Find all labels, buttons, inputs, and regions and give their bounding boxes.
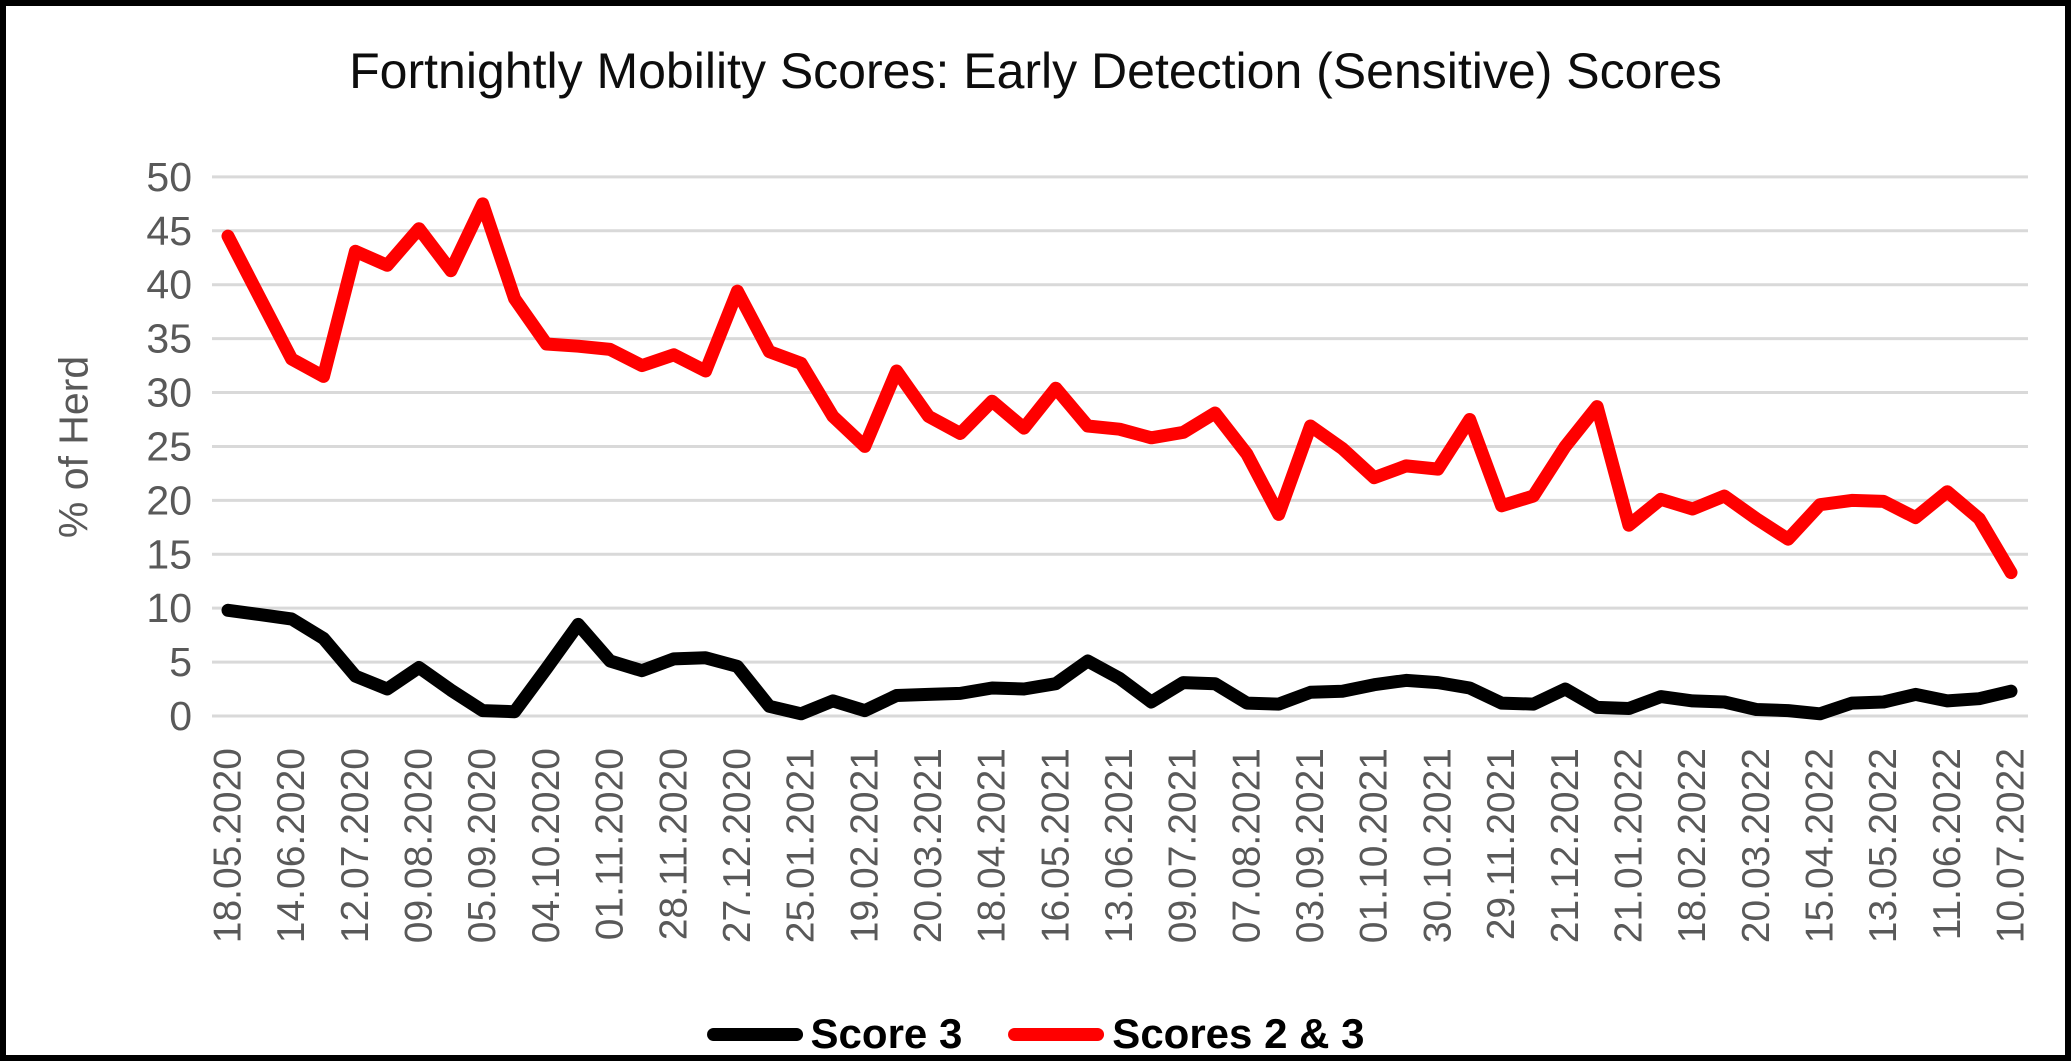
x-tick-label-12.07.2020: 12.07.2020 bbox=[334, 748, 377, 943]
x-tick-label-15.04.2022: 15.04.2022 bbox=[1798, 748, 1841, 943]
x-tick-label-10.07.2022: 10.07.2022 bbox=[1990, 748, 2033, 943]
x-tick-label-18.04.2021: 18.04.2021 bbox=[971, 748, 1014, 943]
y-tick-label-30: 30 bbox=[146, 370, 192, 416]
y-tick-label-40: 40 bbox=[146, 262, 192, 308]
line-chart-plot-area: 0 5 10 15 20 25 30 35 40 45 50 18.05.2020 14.06.2020… bbox=[146, 154, 2033, 943]
y-tick-label-15: 15 bbox=[146, 531, 192, 577]
score-3-line-swatch bbox=[706, 1027, 803, 1041]
y-tick-label-25: 25 bbox=[146, 423, 192, 469]
x-tick-label-16.05.2021: 16.05.2021 bbox=[1034, 748, 1077, 943]
series-line-scores-2-3 bbox=[221, 197, 2018, 580]
y-tick-label-45: 45 bbox=[146, 208, 192, 254]
series-line-score-3 bbox=[221, 603, 2018, 721]
x-tick-label-27.12.2020: 27.12.2020 bbox=[716, 748, 759, 943]
y-tick-label-35: 35 bbox=[146, 316, 192, 362]
y-tick-label-20: 20 bbox=[146, 477, 192, 523]
x-tick-label-28.11.2020: 28.11.2020 bbox=[652, 748, 695, 940]
legend-label-score-3: Score 3 bbox=[810, 1010, 963, 1057]
x-tick-label-05.09.2020: 05.09.2020 bbox=[461, 748, 504, 943]
chart-legend: Score 3 Scores 2 & 3 bbox=[706, 1010, 1364, 1058]
legend-item-scores-2-3: Scores 2 & 3 bbox=[1008, 1010, 1364, 1058]
y-tick-label-0: 0 bbox=[169, 693, 192, 739]
x-tick-label-07.08.2021: 07.08.2021 bbox=[1225, 748, 1268, 943]
x-tick-label-01.11.2020: 01.11.2020 bbox=[589, 748, 632, 940]
x-tick-label-21.12.2021: 21.12.2021 bbox=[1544, 748, 1587, 943]
x-tick-label-13.05.2022: 13.05.2022 bbox=[1862, 748, 1905, 943]
x-tick-label-09.07.2021: 09.07.2021 bbox=[1162, 748, 1205, 943]
y-tick-label-10: 10 bbox=[146, 585, 192, 631]
x-tick-label-03.09.2021: 03.09.2021 bbox=[1289, 748, 1332, 943]
x-tick-label-11.06.2022: 11.06.2022 bbox=[1926, 748, 1969, 940]
x-tick-label-21.01.2022: 21.01.2022 bbox=[1607, 748, 1650, 943]
x-tick-label-20.03.2021: 20.03.2021 bbox=[907, 748, 950, 943]
legend-label-scores-2-3: Scores 2 & 3 bbox=[1112, 1010, 1365, 1057]
chart-title: Fortnightly Mobility Scores: Early Detec… bbox=[349, 43, 1722, 99]
x-tick-label-14.06.2020: 14.06.2020 bbox=[270, 748, 313, 943]
legend-item-score-3: Score 3 bbox=[706, 1010, 963, 1058]
y-tick-label-5: 5 bbox=[169, 639, 192, 685]
x-tick-label-18.02.2022: 18.02.2022 bbox=[1671, 748, 1714, 943]
x-tick-label-20.03.2022: 20.03.2022 bbox=[1735, 748, 1778, 943]
x-tick-label-29.11.2021: 29.11.2021 bbox=[1480, 748, 1523, 940]
x-tick-label-25.01.2021: 25.01.2021 bbox=[780, 748, 823, 943]
x-tick-label-01.10.2021: 01.10.2021 bbox=[1353, 748, 1396, 943]
x-tick-label-18.05.2020: 18.05.2020 bbox=[207, 748, 250, 943]
x-tick-label-09.08.2020: 09.08.2020 bbox=[398, 748, 441, 943]
x-tick-label-04.10.2020: 04.10.2020 bbox=[525, 748, 568, 943]
x-tick-label-30.10.2021: 30.10.2021 bbox=[1416, 748, 1459, 943]
x-tick-label-13.06.2021: 13.06.2021 bbox=[1098, 748, 1141, 943]
y-tick-label-50: 50 bbox=[146, 154, 192, 200]
x-tick-label-19.02.2021: 19.02.2021 bbox=[843, 748, 886, 943]
scores-2-and-3-line-swatch bbox=[1008, 1027, 1105, 1041]
